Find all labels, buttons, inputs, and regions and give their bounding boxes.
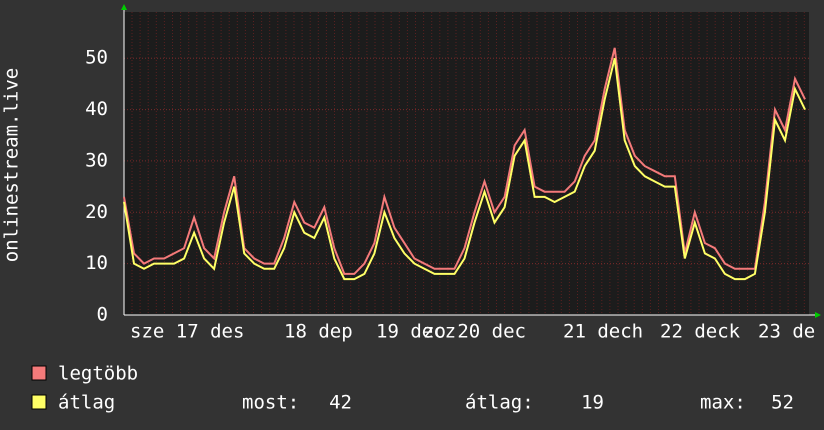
plot-area xyxy=(124,12,809,315)
legend-label: átlag xyxy=(58,392,115,414)
x-tick-label: zo 20 dec xyxy=(423,321,526,343)
stat-label: max: xyxy=(700,392,746,414)
y-tick-label: 30 xyxy=(85,149,108,171)
stat-value: 42 xyxy=(329,392,352,414)
axis-arrow xyxy=(121,4,127,10)
stat-label: átlag: xyxy=(465,392,534,414)
stat-value: 52 xyxy=(771,392,794,414)
stat-label: most: xyxy=(242,392,299,414)
stat-value: 19 xyxy=(581,392,604,414)
axis-arrow xyxy=(815,312,821,318)
x-tick-label: 21 dech xyxy=(563,321,643,343)
y-axis-label: onlinestream.live xyxy=(1,68,23,262)
y-tick-label: 20 xyxy=(85,201,108,223)
y-tick-label: 0 xyxy=(97,304,108,326)
x-tick-label: 22 deck xyxy=(660,321,741,343)
x-tick-label: 23 de xyxy=(758,321,815,343)
y-tick-label: 40 xyxy=(85,98,108,120)
y-tick-label: 50 xyxy=(85,47,108,69)
x-tick-label: 19 decz xyxy=(376,321,456,343)
y-tick-label: 10 xyxy=(85,252,108,274)
legend-swatch xyxy=(31,394,47,410)
legend-label: legtöbb xyxy=(58,363,138,385)
legend-swatch xyxy=(31,365,47,381)
series-line xyxy=(123,57,806,281)
x-tick-label: 18 dep xyxy=(284,321,353,343)
x-tick-label: sze 17 des xyxy=(130,321,244,343)
series-line xyxy=(123,47,806,275)
